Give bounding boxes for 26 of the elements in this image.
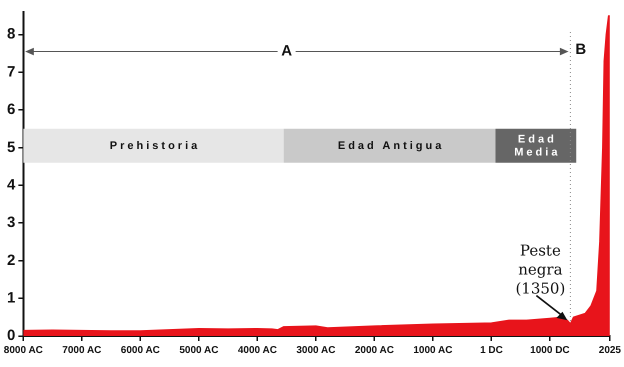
- band-label: Edad Antigua: [338, 140, 444, 152]
- y-tick-label: 4: [7, 176, 16, 194]
- annotation: Peste negra (1350): [515, 242, 566, 298]
- y-tick-label: 0: [7, 327, 16, 344]
- band-label: Prehistoria: [110, 140, 200, 152]
- y-tick-label: 7: [7, 63, 16, 80]
- y-tick-label: 2: [7, 252, 16, 269]
- y-tick-label: 1: [7, 289, 16, 306]
- x-tick-label: 4000 AC: [238, 344, 277, 356]
- x-tick-label: 2025: [598, 344, 622, 356]
- x-tick-label: 1 DC: [480, 344, 503, 356]
- x-tick-label: 1000 AC: [413, 344, 452, 356]
- x-tick-label: 8000 AC: [4, 344, 43, 356]
- ref-line-label: B: [575, 41, 586, 58]
- y-tick-label: 5: [7, 138, 16, 156]
- x-tick-label: 5000 AC: [179, 344, 218, 356]
- x-tick-label: 2000 AC: [354, 344, 394, 356]
- y-tick-label: 6: [7, 101, 16, 118]
- band-label: Edad Media: [514, 133, 560, 158]
- x-tick-label: 7000 AC: [62, 344, 102, 356]
- annotation: A: [281, 42, 292, 60]
- x-tick-label: 3000 AC: [296, 344, 336, 356]
- x-tick-label: 6000 AC: [120, 344, 160, 356]
- y-tick-label: 8: [7, 26, 16, 43]
- x-tick-label: 1000 DC: [530, 344, 570, 356]
- y-tick-label: 3: [7, 214, 16, 232]
